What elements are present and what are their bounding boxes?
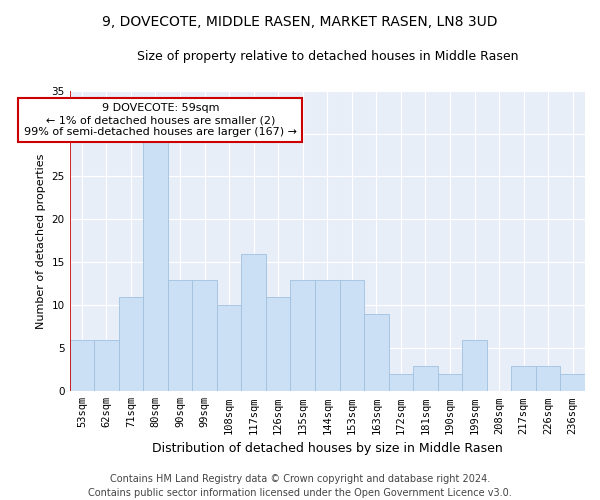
- Bar: [511, 366, 536, 392]
- Bar: [266, 297, 290, 392]
- Bar: [462, 340, 487, 392]
- Bar: [438, 374, 462, 392]
- Bar: [168, 280, 192, 392]
- Bar: [413, 366, 438, 392]
- Bar: [143, 142, 168, 392]
- Bar: [70, 340, 94, 392]
- Bar: [364, 314, 389, 392]
- Bar: [94, 340, 119, 392]
- Y-axis label: Number of detached properties: Number of detached properties: [36, 153, 46, 328]
- Text: 9 DOVECOTE: 59sqm
← 1% of detached houses are smaller (2)
99% of semi-detached h: 9 DOVECOTE: 59sqm ← 1% of detached house…: [24, 104, 297, 136]
- X-axis label: Distribution of detached houses by size in Middle Rasen: Distribution of detached houses by size …: [152, 442, 503, 455]
- Bar: [560, 374, 585, 392]
- Text: Contains HM Land Registry data © Crown copyright and database right 2024.
Contai: Contains HM Land Registry data © Crown c…: [88, 474, 512, 498]
- Bar: [315, 280, 340, 392]
- Title: Size of property relative to detached houses in Middle Rasen: Size of property relative to detached ho…: [137, 50, 518, 63]
- Bar: [340, 280, 364, 392]
- Bar: [536, 366, 560, 392]
- Bar: [389, 374, 413, 392]
- Bar: [119, 297, 143, 392]
- Bar: [241, 254, 266, 392]
- Bar: [290, 280, 315, 392]
- Bar: [217, 306, 241, 392]
- Text: 9, DOVECOTE, MIDDLE RASEN, MARKET RASEN, LN8 3UD: 9, DOVECOTE, MIDDLE RASEN, MARKET RASEN,…: [102, 15, 498, 29]
- Bar: [192, 280, 217, 392]
